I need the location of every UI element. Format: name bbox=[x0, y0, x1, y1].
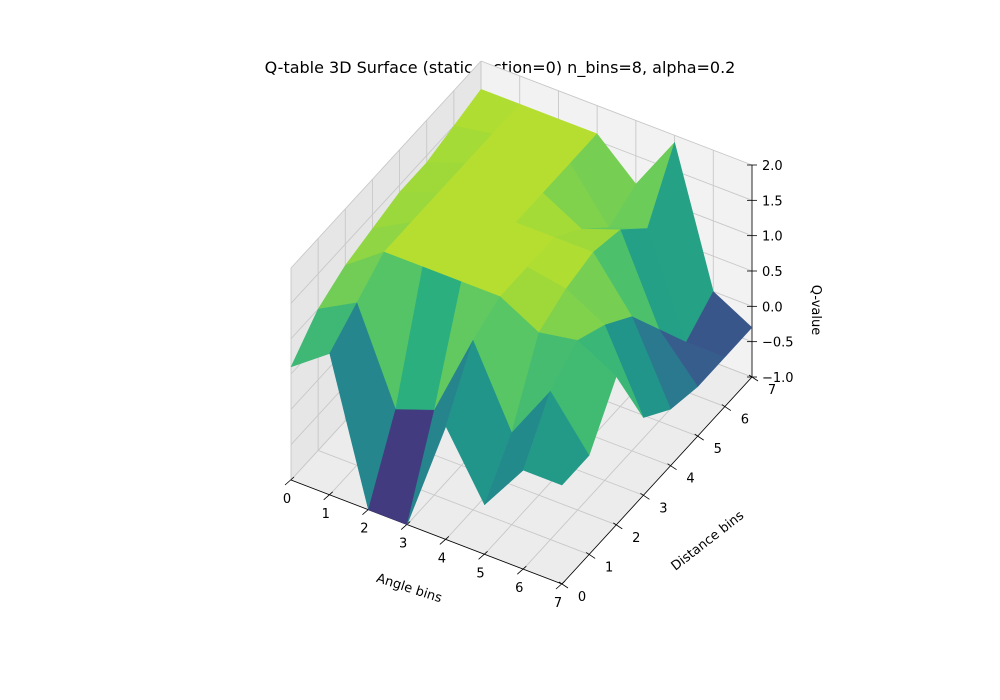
x-tick bbox=[439, 536, 450, 545]
y-tick bbox=[721, 404, 732, 411]
x-tick-label: 6 bbox=[515, 581, 523, 596]
y-tick bbox=[694, 433, 704, 441]
x-tick bbox=[284, 476, 295, 486]
x-tick bbox=[555, 580, 566, 590]
x-tick-label: 4 bbox=[438, 551, 446, 566]
y-tick bbox=[585, 552, 596, 559]
z-tick-label: 1.5 bbox=[762, 194, 783, 209]
z-tick-label: 2.0 bbox=[762, 159, 783, 174]
z-tick-label: 0.0 bbox=[762, 300, 783, 315]
x-axis-line bbox=[290, 479, 563, 585]
y-axis-label: Distance bins bbox=[669, 508, 748, 574]
y-tick bbox=[613, 522, 623, 530]
x-axis-label: Angle bins bbox=[374, 571, 444, 606]
x-tick bbox=[478, 550, 488, 560]
y-tick-label: 7 bbox=[768, 383, 776, 398]
z-tick-label: −0.5 bbox=[762, 336, 794, 351]
grid-line-z bbox=[480, 60, 753, 166]
x-tick bbox=[400, 521, 411, 530]
x-tick-label: 7 bbox=[554, 596, 562, 611]
x-tick-label: 5 bbox=[476, 566, 484, 581]
y-tick-label: 4 bbox=[686, 472, 694, 487]
x-tick bbox=[517, 565, 527, 575]
z-axis-label: Q-value bbox=[808, 285, 823, 335]
surface-patch bbox=[522, 390, 590, 486]
y-tick bbox=[748, 374, 759, 382]
x-tick bbox=[323, 491, 333, 501]
x-tick-label: 0 bbox=[283, 492, 291, 507]
x-tick-label: 1 bbox=[322, 507, 330, 522]
y-tick-label: 5 bbox=[714, 442, 722, 457]
y-tick-label: 6 bbox=[741, 413, 749, 428]
y-tick bbox=[667, 463, 677, 471]
y-tick bbox=[558, 581, 569, 589]
axis-lines bbox=[284, 164, 759, 590]
y-tick-label: 2 bbox=[632, 531, 640, 546]
surface bbox=[290, 88, 753, 525]
y-tick-label: 1 bbox=[605, 560, 613, 575]
x-tick-label: 3 bbox=[399, 537, 407, 552]
y-tick-label: 0 bbox=[578, 590, 586, 605]
y-axis-line bbox=[561, 376, 753, 585]
z-tick-label: 0.5 bbox=[762, 265, 783, 280]
y-tick bbox=[640, 492, 650, 500]
chart-title: Q-table 3D Surface (static, action=0) n_… bbox=[264, 58, 736, 77]
grid-line-z bbox=[290, 96, 482, 304]
y-tick-label: 3 bbox=[659, 501, 667, 516]
grid-line-z bbox=[290, 60, 482, 269]
x-tick-label: 2 bbox=[360, 522, 368, 537]
z-tick-label: −1.0 bbox=[762, 371, 794, 386]
z-tick-label: 1.0 bbox=[762, 230, 783, 245]
